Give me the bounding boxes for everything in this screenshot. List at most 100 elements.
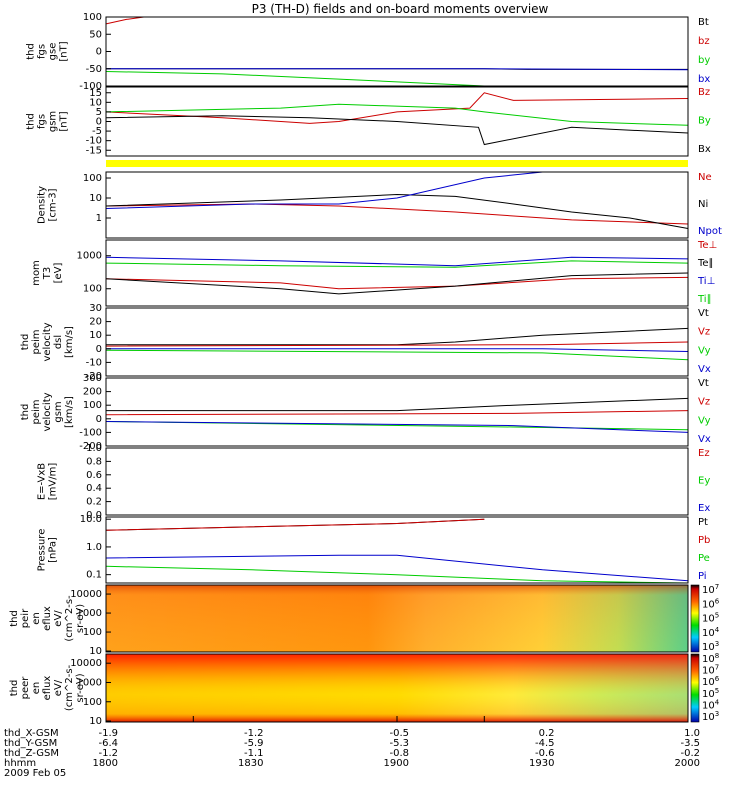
fgs-gsm-tick-label: 0 [96, 117, 102, 128]
pressure-series-Pb [105, 518, 485, 531]
panel-fgs-gse: 100 50 0 -50 -100 Bt bz by bx thdfgsgse[nT] [26, 12, 711, 92]
fgs-gsm-legend-By: By [698, 116, 711, 127]
peim-velocity-gsm-frame [105, 377, 689, 447]
pressure-legend-Pb: Pb [698, 535, 710, 546]
fgs-gsm-series-Bz [105, 92, 689, 124]
e-field-legend-Ez: Ez [698, 448, 710, 459]
peim-velocity-gsm-series-Vt [106, 397, 689, 412]
peim-velocity-dsl-legend-Vx: Vx [698, 364, 711, 375]
peir-en-eflux-frame [105, 584, 689, 653]
peim-velocity-dsl-legend-Vt: Vt [698, 308, 709, 319]
peim-velocity-gsm-tick-label: 0 [96, 414, 102, 425]
mom-temperature-series-Ti∥ [105, 260, 689, 268]
peer-en-eflux-colorbar-tick: 107 [702, 664, 719, 677]
peim-velocity-gsm-series-Vx [105, 421, 689, 433]
peir-en-eflux-colorbar-tick: 106 [702, 597, 720, 610]
density-legend-Ni: Ni [698, 199, 708, 210]
peim-velocity-dsl-tick-label: 10 [89, 330, 102, 341]
mom-temperature-tick-label: 100 [83, 284, 102, 295]
panel-peim-velocity-gsm: 300 200 100 0 -100 -200 Vt Vz Vy Vx thdpeimvelocit… [20, 373, 711, 452]
x-axis-tick-label: 2000 [675, 758, 700, 769]
density-series-Npot [105, 171, 543, 209]
pressure-tick-label: 1.0 [86, 542, 102, 553]
pressure-ylabel: Pressure[nPa] [37, 529, 59, 572]
x-axis-tick-label: -6.4 [98, 738, 118, 749]
x-axis-tick-label: -1.9 [98, 728, 118, 739]
density-series-Ne [105, 203, 689, 225]
peer-en-eflux-tick-label: 100 [83, 697, 102, 708]
fgs-gse-series-by [105, 71, 485, 87]
mom-temperature-frame [105, 239, 689, 307]
x-axis-tick-label: 1930 [529, 758, 554, 769]
fgs-gse-legend-bx: bx [698, 74, 710, 85]
x-axis-tick-label: 1830 [238, 758, 263, 769]
flag-bar-fill [106, 160, 688, 167]
panel-e-field: 1.0 0.8 0.6 0.4 0.2 0.0 Ez Ey Ex E=-VxB[mV/m] [37, 443, 711, 521]
e-field-tick-label: 1.0 [86, 443, 102, 454]
peir-en-eflux-tick-label: 1000 [77, 608, 102, 619]
mom-temperature-series-Te∥ [105, 272, 689, 295]
density-legend-Ne: Ne [698, 172, 712, 183]
peim-velocity-dsl-tick-label: -20 [86, 371, 102, 382]
panel-pressure: 10.0 1.0 0.1 Pt Pb Pe Pi Pressure[nPa] [37, 514, 710, 584]
fgs-gsm-tick-label: 10 [89, 97, 102, 108]
pressure-tick-label: 10.0 [80, 514, 102, 525]
peim-velocity-dsl-tick-label: 0 [96, 344, 102, 355]
mom-temperature-tick-label: 1000 [77, 251, 102, 262]
peer-en-eflux-colorbar-tick: 103 [702, 710, 719, 723]
peim-velocity-dsl-tick-label: -10 [86, 357, 102, 368]
density-tick-label: 10 [89, 193, 102, 204]
fgs-gsm-series-Bx [105, 115, 689, 146]
peer-en-eflux-colorbar-tick: 105 [702, 687, 719, 700]
mom-temperature-series-Te⊥ [105, 276, 689, 290]
x-axis-tick-label: -0.2 [680, 748, 700, 759]
peim-velocity-gsm-ylabel: thdpeimvelocitygsm[km/s] [20, 392, 75, 431]
pressure-series-Pe [105, 565, 689, 584]
peim-velocity-dsl-frame [105, 307, 689, 377]
e-field-tick-label: 0.6 [86, 470, 102, 481]
fgs-gsm-tick-label: 15 [89, 88, 102, 99]
peim-velocity-gsm-tick-label: -200 [79, 441, 102, 452]
density-series-Ni [105, 193, 689, 229]
fgs-gsm-frame [105, 86, 689, 157]
x-axis-tick-label: 1800 [93, 758, 118, 769]
peer-en-eflux-tick-label: 10000 [70, 658, 102, 669]
fgs-gse-series-bx [106, 68, 689, 71]
mom-temperature-legend-Ti∥: Ti∥ [697, 294, 712, 305]
peim-velocity-gsm-tick-label: -100 [79, 427, 102, 438]
e-field-legend-Ex: Ex [698, 503, 710, 514]
peim-velocity-dsl-legend-Vz: Vz [698, 327, 710, 338]
fgs-gse-legend-Bt: Bt [698, 17, 709, 28]
pressure-tick-label: 0.1 [86, 570, 102, 581]
e-field-tick-label: 0.0 [86, 510, 102, 521]
x-axis-tick-label: -4.5 [535, 738, 555, 749]
e-field-ylabel: E=-VxB[mV/m] [37, 463, 59, 501]
x-axis-row-label: hhmm [4, 758, 36, 769]
density-tick-label: 100 [83, 173, 102, 184]
mom-temperature-series-Ti⊥ [105, 256, 689, 267]
peir-en-eflux-colorbar-tick: 104 [702, 626, 720, 639]
pressure-series-Pi [105, 554, 689, 582]
mom-temperature-legend-Te∥: Te∥ [697, 258, 714, 269]
fgs-gse-tick-label: -100 [79, 81, 102, 92]
e-field-legend-Ey: Ey [698, 476, 710, 487]
fgs-gsm-legend-Bz: Bz [698, 87, 710, 98]
peim-velocity-gsm-tick-label: 100 [83, 400, 102, 411]
peim-velocity-dsl-series-Vz [105, 341, 689, 347]
peer-en-eflux-colorbar-tick: 104 [702, 698, 720, 711]
peer-en-eflux-tick-label: 10 [89, 716, 102, 727]
density-ylabel: Density[cm-3] [37, 186, 59, 224]
e-field-tick-label: 0.2 [86, 497, 102, 508]
fgs-gse-legend-bz: bz [698, 36, 710, 47]
e-field-tick-label: 0.8 [86, 456, 102, 467]
pressure-legend-Pe: Pe [698, 553, 710, 564]
fgs-gsm-tick-label: -10 [86, 136, 102, 147]
peer-en-eflux-ylabel: thdpeerenefluxeV/(cm^2-s-sr-eV) [9, 664, 86, 711]
peir-en-eflux-colorbar-scale [690, 584, 700, 653]
peer-en-eflux-colorbar-tick: 108 [702, 652, 719, 665]
mom-temperature-legend-Ti⊥: Ti⊥ [697, 276, 715, 287]
pressure-legend-Pi: Pi [698, 571, 707, 582]
